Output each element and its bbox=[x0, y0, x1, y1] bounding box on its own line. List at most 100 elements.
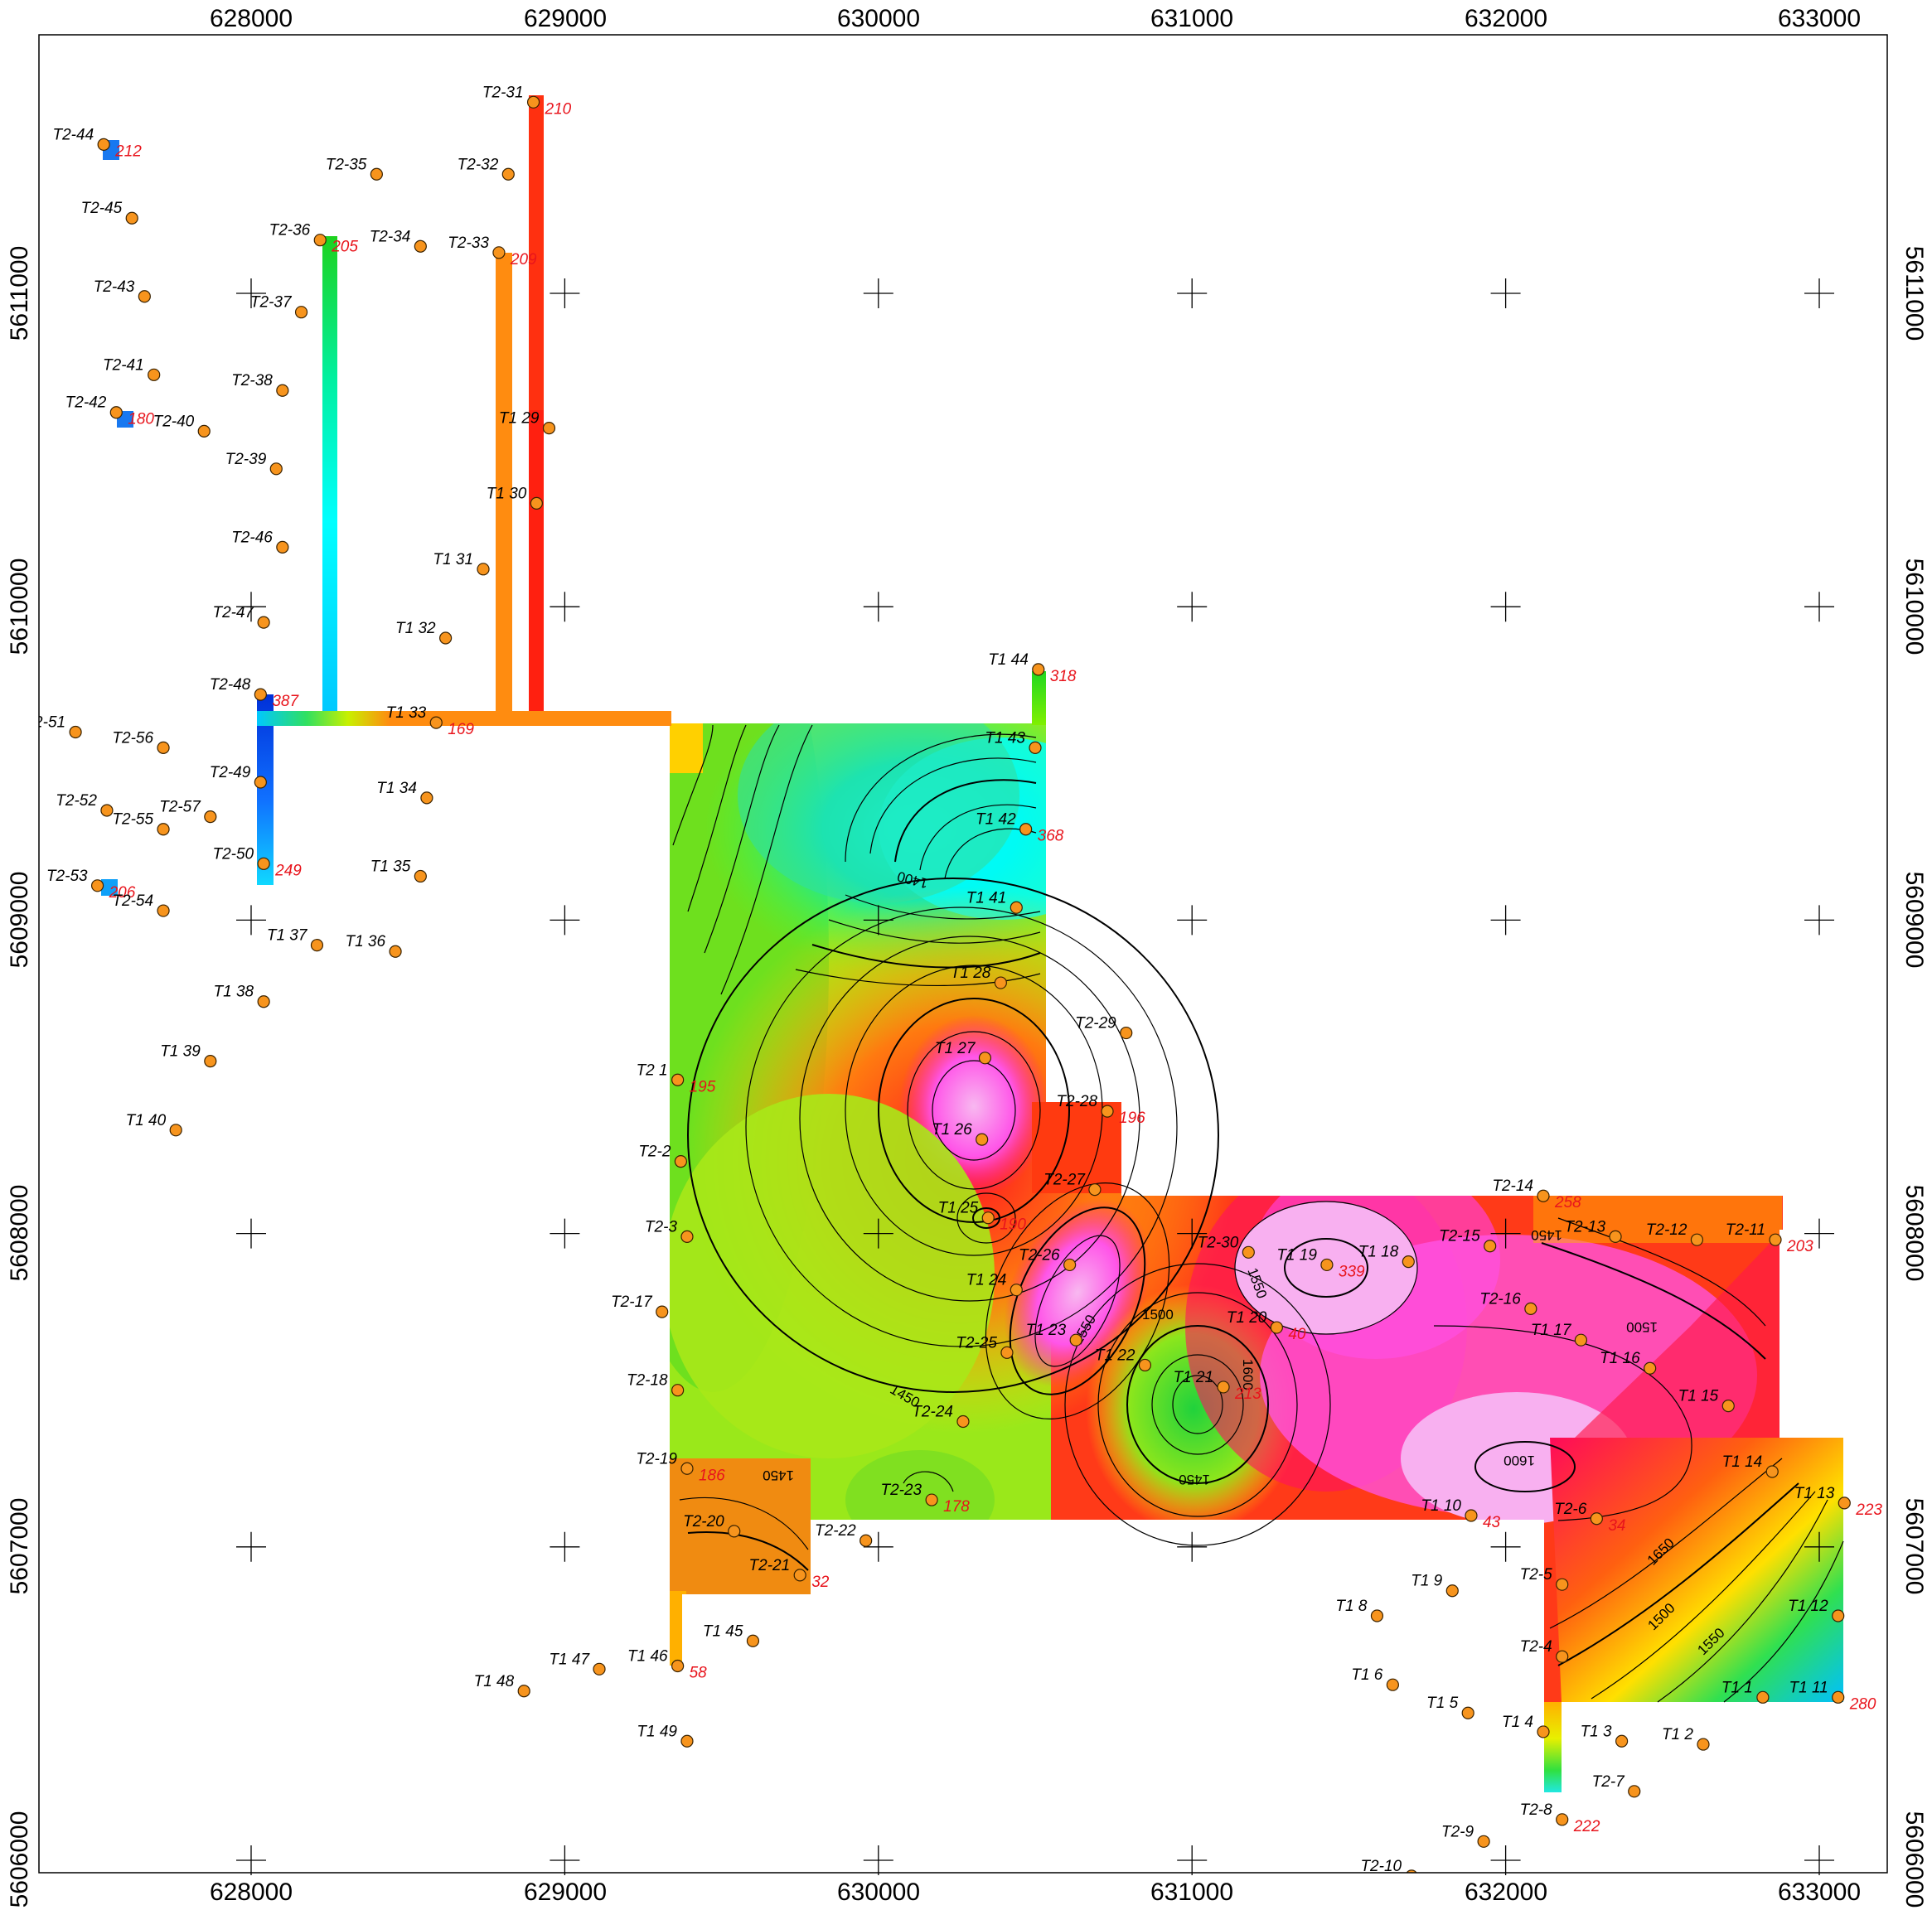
station[interactable]: T2-18 bbox=[627, 1372, 685, 1397]
station[interactable]: T1 2 bbox=[1662, 1726, 1710, 1751]
station[interactable]: T1 44 318 bbox=[988, 651, 1077, 685]
station-marker[interactable] bbox=[859, 1534, 873, 1547]
station[interactable]: T1 43 bbox=[985, 729, 1042, 754]
station-marker[interactable] bbox=[204, 810, 217, 824]
station-marker[interactable] bbox=[420, 791, 433, 805]
station[interactable]: T1 18 bbox=[1358, 1244, 1415, 1269]
station-marker[interactable] bbox=[994, 976, 1007, 989]
station[interactable]: T1 1 bbox=[1721, 1679, 1770, 1704]
station-marker[interactable] bbox=[542, 422, 556, 435]
station-marker[interactable] bbox=[1069, 1333, 1082, 1347]
station[interactable]: T1 22 bbox=[1095, 1347, 1152, 1372]
station[interactable]: T2-31 210 bbox=[482, 84, 572, 118]
station-marker[interactable] bbox=[517, 1685, 530, 1698]
station-marker[interactable] bbox=[1721, 1400, 1735, 1413]
station-marker[interactable] bbox=[1524, 1302, 1537, 1315]
station[interactable]: T2-57 bbox=[159, 799, 217, 824]
station[interactable]: T1 36 bbox=[345, 933, 402, 958]
station-marker[interactable] bbox=[1477, 1835, 1490, 1848]
station-marker[interactable] bbox=[429, 716, 443, 729]
station-marker[interactable] bbox=[138, 290, 151, 303]
station-marker[interactable] bbox=[310, 939, 324, 952]
station[interactable]: T1 39 bbox=[160, 1043, 217, 1068]
station-marker[interactable] bbox=[1088, 1183, 1102, 1197]
station[interactable]: T1 10 43 bbox=[1421, 1497, 1500, 1531]
station-marker[interactable] bbox=[389, 945, 402, 958]
station[interactable]: T1 15 bbox=[1678, 1388, 1735, 1413]
station[interactable]: T1 14 bbox=[1722, 1453, 1779, 1478]
station[interactable]: T2-30 bbox=[1198, 1234, 1255, 1259]
station[interactable]: T2-5 bbox=[1520, 1566, 1569, 1591]
station-marker[interactable] bbox=[925, 1493, 938, 1506]
station-marker[interactable] bbox=[680, 1462, 694, 1475]
station[interactable]: T1 6 bbox=[1351, 1666, 1399, 1691]
station[interactable]: T2-10 bbox=[1360, 1858, 1417, 1882]
station[interactable]: T2-34 bbox=[370, 228, 427, 253]
station-marker[interactable] bbox=[1370, 1609, 1384, 1622]
station-marker[interactable] bbox=[294, 306, 308, 319]
station-marker[interactable] bbox=[1615, 1734, 1629, 1748]
station-marker[interactable] bbox=[674, 1155, 688, 1168]
station[interactable]: T2-13 bbox=[1564, 1218, 1622, 1243]
station[interactable]: T2-7 bbox=[1592, 1773, 1641, 1798]
station-marker[interactable] bbox=[1242, 1245, 1255, 1259]
station-marker[interactable] bbox=[257, 616, 270, 629]
station[interactable]: T1 4 bbox=[1502, 1714, 1550, 1738]
station[interactable]: T1 28 bbox=[951, 965, 1007, 989]
station-marker[interactable] bbox=[1320, 1258, 1334, 1272]
station[interactable]: T1 27 bbox=[935, 1040, 992, 1065]
station[interactable]: T1 19 339 bbox=[1276, 1246, 1365, 1280]
station-marker[interactable] bbox=[69, 725, 82, 739]
station-marker[interactable] bbox=[1270, 1321, 1283, 1334]
station[interactable]: T2-26 bbox=[1019, 1246, 1077, 1272]
station[interactable]: T2-33 209 bbox=[448, 235, 537, 268]
station[interactable]: T2-20 bbox=[683, 1513, 741, 1538]
station[interactable]: T1 32 bbox=[395, 620, 453, 645]
station-marker[interactable] bbox=[1765, 1465, 1779, 1478]
station[interactable]: T2-40 bbox=[153, 413, 211, 438]
station-marker[interactable] bbox=[1590, 1512, 1603, 1526]
station[interactable]: T1 21 213 bbox=[1173, 1369, 1261, 1403]
station[interactable]: T2-3 bbox=[645, 1218, 694, 1243]
station-marker[interactable] bbox=[680, 1230, 694, 1243]
station-marker[interactable] bbox=[1690, 1233, 1704, 1246]
station[interactable]: T1 37 bbox=[267, 927, 324, 952]
station-marker[interactable] bbox=[1832, 1690, 1845, 1704]
station[interactable]: T1 17 bbox=[1531, 1322, 1588, 1347]
station[interactable]: T2-49 bbox=[210, 764, 267, 789]
station-marker[interactable] bbox=[671, 1073, 685, 1086]
station[interactable]: T2-9 bbox=[1441, 1823, 1490, 1848]
station[interactable]: T2-16 bbox=[1479, 1290, 1537, 1315]
station-marker[interactable] bbox=[1537, 1725, 1550, 1738]
station-marker[interactable] bbox=[439, 631, 453, 645]
station-marker[interactable] bbox=[1769, 1233, 1782, 1246]
station[interactable]: T1 34 bbox=[376, 780, 433, 805]
station[interactable]: T2-12 bbox=[1646, 1221, 1704, 1246]
station[interactable]: T1 38 bbox=[214, 984, 270, 1008]
station-marker[interactable] bbox=[157, 741, 170, 754]
station[interactable]: T2-42 180 bbox=[65, 394, 155, 428]
station-marker[interactable] bbox=[1697, 1738, 1710, 1751]
station[interactable]: T2-43 bbox=[94, 278, 151, 303]
station-marker[interactable] bbox=[1556, 1578, 1569, 1591]
station[interactable]: T1 49 bbox=[637, 1723, 694, 1748]
station[interactable]: T2-48 387 bbox=[210, 676, 300, 710]
station-marker[interactable] bbox=[1138, 1358, 1152, 1372]
station-marker[interactable] bbox=[1032, 663, 1045, 676]
station[interactable]: T1 47 bbox=[549, 1651, 606, 1675]
station[interactable]: T1 5 bbox=[1426, 1695, 1474, 1719]
station-marker[interactable] bbox=[530, 496, 543, 510]
station[interactable]: T2-21 32 bbox=[749, 1557, 830, 1591]
station-marker[interactable] bbox=[593, 1662, 606, 1675]
station-marker[interactable] bbox=[414, 239, 427, 253]
station-marker[interactable] bbox=[1838, 1497, 1851, 1510]
station[interactable]: T1 48 bbox=[474, 1673, 530, 1698]
station[interactable]: T2-17 bbox=[611, 1293, 669, 1318]
station[interactable]: T2-54 bbox=[112, 892, 170, 917]
station[interactable]: T1 12 bbox=[1788, 1598, 1845, 1622]
station[interactable]: T1 29 bbox=[499, 410, 556, 435]
station-marker[interactable] bbox=[976, 1133, 989, 1146]
station[interactable]: T2-25 bbox=[956, 1334, 1014, 1359]
station[interactable]: T2-37 bbox=[250, 294, 308, 319]
station-marker[interactable] bbox=[477, 563, 490, 576]
